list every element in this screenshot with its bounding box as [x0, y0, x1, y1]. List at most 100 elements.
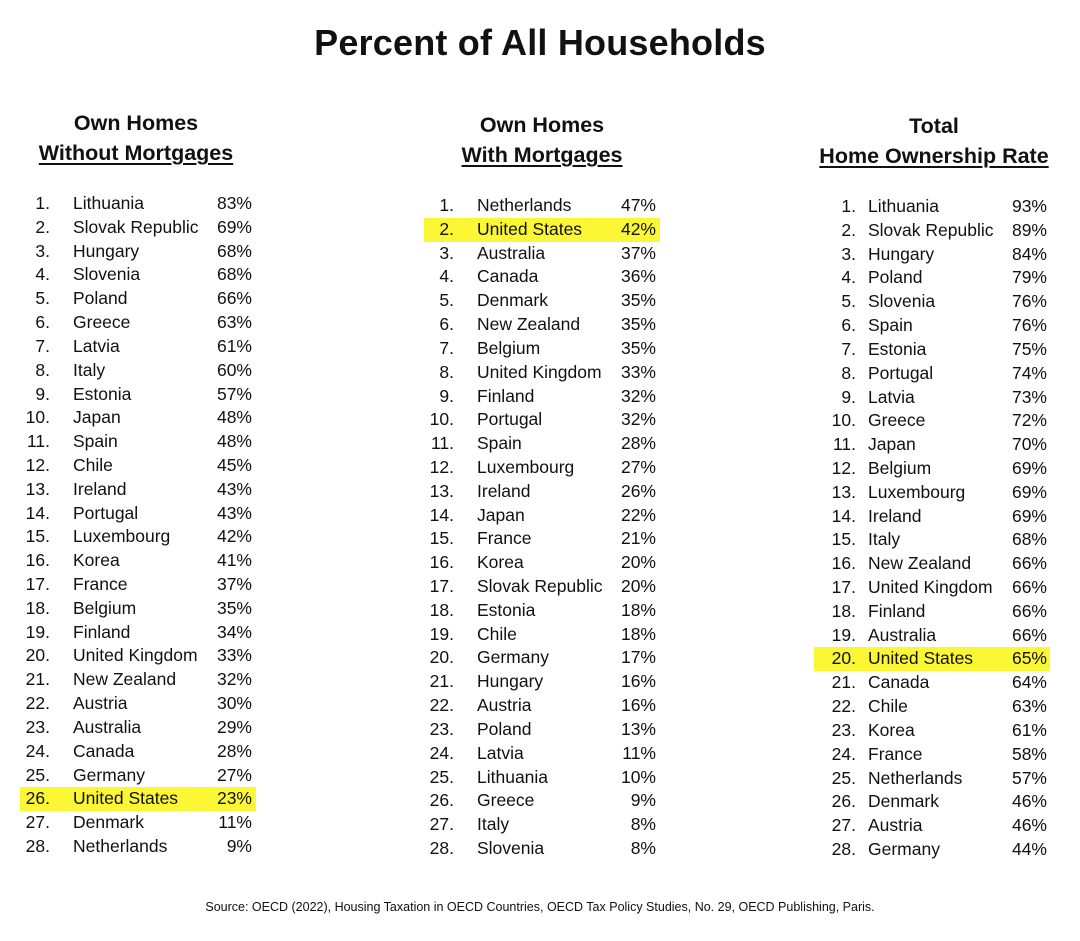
- country-name: France: [73, 574, 128, 594]
- country-name: Slovak Republic: [868, 219, 994, 240]
- table-row: 11. Spain 28%: [424, 432, 660, 456]
- rank-number: 1.: [439, 195, 454, 215]
- country-name: Portugal: [73, 502, 139, 523]
- country-name: Netherlands: [73, 835, 168, 856]
- rank-number: 22.: [831, 696, 856, 717]
- percent-value: 32%: [620, 409, 656, 430]
- percent-value: 32%: [620, 385, 656, 406]
- column-without-mortgages: Own Homes Without Mortgages 1. Lithuania 8…: [20, 108, 260, 856]
- rank-number: 26.: [25, 788, 50, 809]
- table-row: 24. Latvia 11%: [424, 742, 660, 766]
- percent-value: 66%: [1011, 624, 1047, 645]
- table-row: 17. Slovak Republic 20%: [424, 575, 660, 599]
- rank-number: 28.: [831, 838, 856, 859]
- percent-value: 36%: [620, 266, 656, 287]
- rank-number: 2.: [841, 219, 856, 240]
- percent-value: 8%: [630, 814, 656, 835]
- country-name: Lithuania: [73, 193, 145, 213]
- table-row: 17. United Kingdom 66%: [814, 576, 1050, 600]
- table-row: 10. Greece 72%: [814, 409, 1050, 433]
- ranking-list: 1. Netherlands 47% 2. United States 42% 3. Aust…: [424, 194, 660, 861]
- country-name: Poland: [477, 718, 532, 739]
- percent-value: 35%: [620, 314, 656, 335]
- table-row-highlighted: 20. United States 65%: [814, 647, 1050, 672]
- country-name: New Zealand: [868, 553, 972, 574]
- country-name: Hungary: [868, 243, 935, 264]
- table-row: 15. Luxembourg 42%: [20, 525, 256, 549]
- percent-value: 35%: [620, 290, 656, 311]
- rank-number: 3.: [439, 242, 454, 263]
- country-name: Belgium: [868, 457, 932, 478]
- percent-value: 48%: [216, 431, 252, 452]
- country-name: United Kingdom: [868, 577, 993, 597]
- table-row: 8. United Kingdom 33%: [424, 361, 660, 385]
- table-row: 13. Luxembourg 69%: [814, 481, 1050, 505]
- table-row: 28. Netherlands 9%: [20, 835, 256, 859]
- percent-value: 32%: [216, 669, 252, 690]
- country-name: Korea: [73, 550, 120, 571]
- rank-number: 23.: [25, 716, 50, 737]
- country-name: Spain: [73, 431, 118, 452]
- country-name: Latvia: [868, 386, 915, 407]
- country-name: Chile: [477, 623, 517, 644]
- table-row: 23. Australia 29%: [20, 716, 256, 740]
- percent-value: 63%: [216, 312, 252, 333]
- percent-value: 74%: [1011, 362, 1047, 383]
- percent-value: 44%: [1011, 838, 1047, 859]
- country-name: Luxembourg: [73, 526, 171, 547]
- percent-value: 33%: [620, 361, 656, 382]
- rank-number: 19.: [25, 621, 50, 642]
- rank-number: 24.: [25, 740, 50, 761]
- table-row: 14. Portugal 43%: [20, 502, 256, 526]
- percent-value: 93%: [1011, 196, 1047, 216]
- percent-value: 13%: [620, 718, 656, 739]
- percent-value: 57%: [1011, 767, 1047, 788]
- rank-number: 21.: [429, 671, 454, 692]
- rank-number: 13.: [25, 478, 50, 499]
- country-name: Slovak Republic: [73, 216, 199, 237]
- country-name: Ireland: [868, 505, 922, 526]
- rank-number: 16.: [429, 552, 454, 573]
- table-row: 9. Latvia 73%: [814, 386, 1050, 410]
- rank-number: 5.: [841, 291, 856, 312]
- country-name: Austria: [477, 695, 532, 716]
- table-row: 5. Slovenia 76%: [814, 290, 1050, 314]
- rank-number: 18.: [25, 597, 50, 618]
- rank-number: 2.: [439, 218, 454, 239]
- country-name: Hungary: [73, 240, 140, 261]
- heading-line2: Without Mortgages: [38, 141, 234, 165]
- percent-value: 76%: [1011, 315, 1047, 336]
- rank-number: 6.: [439, 314, 454, 335]
- country-name: Hungary: [477, 671, 544, 692]
- country-name: Netherlands: [868, 767, 963, 788]
- percent-value: 18%: [620, 623, 656, 644]
- rank-number: 15.: [429, 528, 454, 549]
- rank-number: 27.: [429, 814, 454, 835]
- country-name: United States: [73, 788, 179, 809]
- rank-number: 23.: [831, 719, 856, 740]
- table-row: 7. Belgium 35%: [424, 337, 660, 361]
- percent-value: 79%: [1011, 267, 1047, 288]
- percent-value: 43%: [216, 502, 252, 523]
- rank-number: 9.: [35, 383, 50, 404]
- percent-value: 61%: [216, 335, 252, 356]
- table-row: 22. Austria 30%: [20, 692, 256, 716]
- table-row: 8. Italy 60%: [20, 359, 256, 383]
- rank-number: 10.: [429, 409, 454, 430]
- country-name: Luxembourg: [477, 456, 575, 477]
- heading-line1: Own Homes: [479, 113, 605, 137]
- percent-value: 63%: [1011, 696, 1047, 717]
- table-row: 21. New Zealand 32%: [20, 668, 256, 692]
- rank-number: 22.: [429, 695, 454, 716]
- ranking-list: 1. Lithuania 83% 2. Slovak Republic 69% 3. Hung…: [20, 192, 256, 859]
- table-row: 2. Slovak Republic 89%: [814, 219, 1050, 243]
- percent-value: 18%: [620, 599, 656, 620]
- rank-number: 28.: [25, 835, 50, 856]
- percent-value: 65%: [1011, 648, 1047, 669]
- table-row: 12. Chile 45%: [20, 454, 256, 478]
- table-row: 21. Hungary 16%: [424, 670, 660, 694]
- country-name: Lithuania: [477, 766, 549, 787]
- table-row: 11. Spain 48%: [20, 430, 256, 454]
- percent-value: 27%: [216, 764, 252, 785]
- country-name: Belgium: [73, 597, 137, 618]
